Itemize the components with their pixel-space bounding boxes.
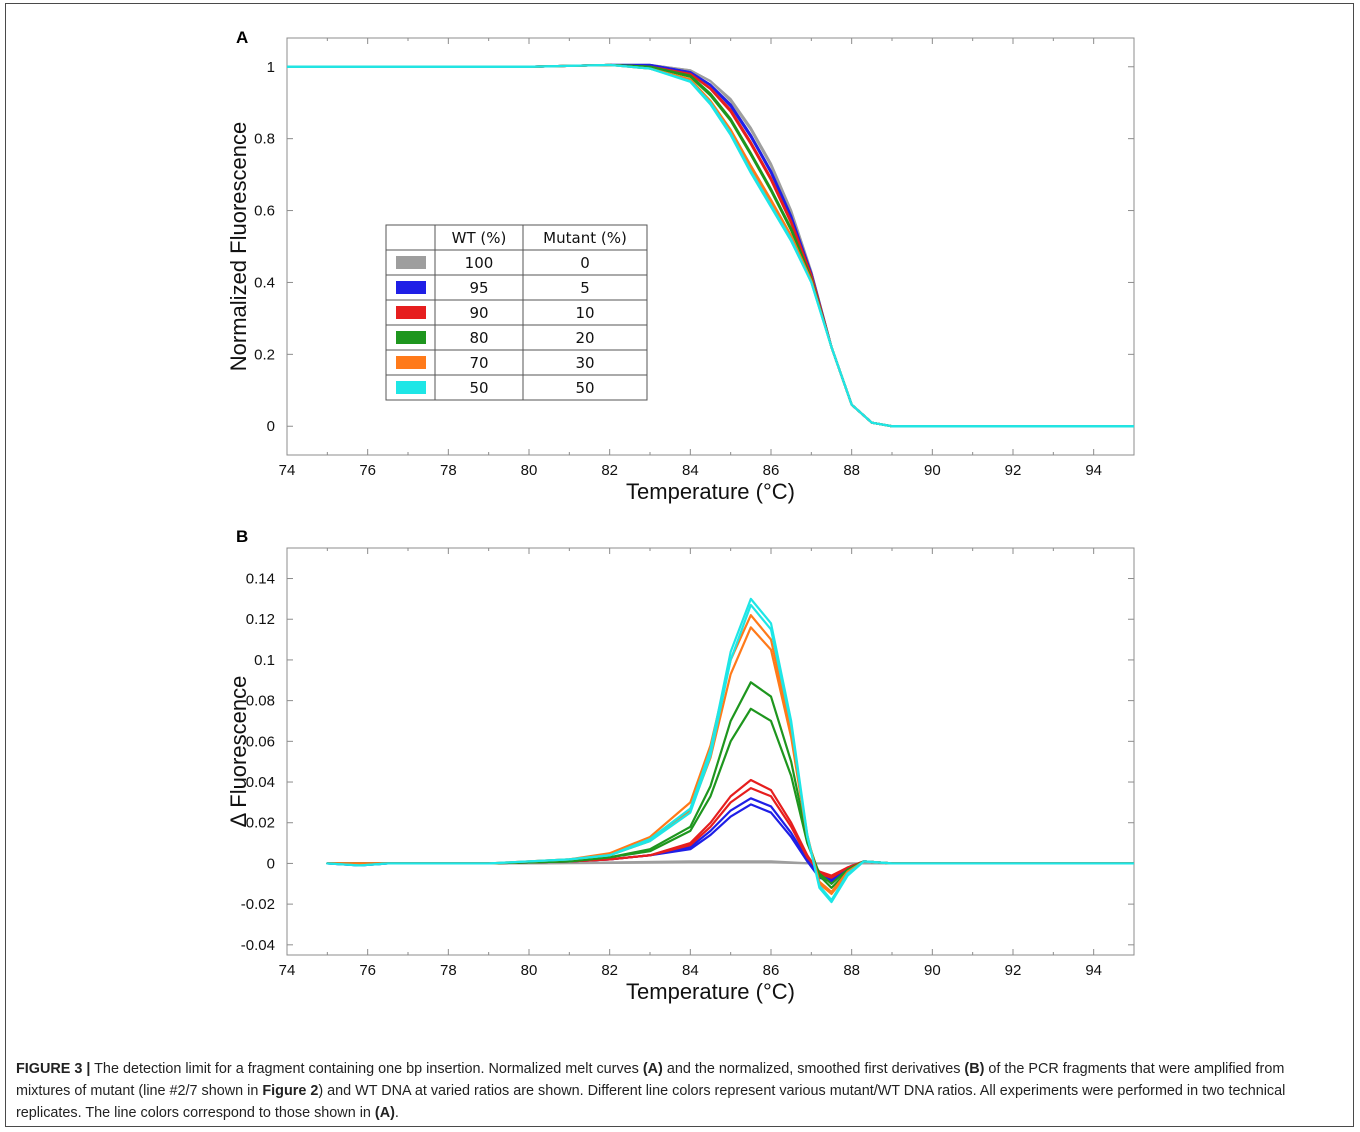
x-axis-title: Temperature (°C) bbox=[626, 479, 795, 504]
caption-label: FIGURE 3 | bbox=[16, 1061, 91, 1077]
series-line bbox=[326, 707, 1134, 885]
x-tick-label: 80 bbox=[521, 962, 538, 979]
caption-ref-b: (B) bbox=[964, 1061, 985, 1077]
x-tick-label: 92 bbox=[1005, 962, 1022, 979]
y-tick-label: 0.1 bbox=[254, 652, 275, 669]
legend-mutant-value: 50 bbox=[575, 379, 594, 397]
figure-caption: FIGURE 3 | The detection limit for a fra… bbox=[16, 1058, 1338, 1124]
y-tick-label: 0.4 bbox=[254, 274, 275, 291]
legend-wt-value: 90 bbox=[469, 304, 488, 322]
legend-wt-value: 50 bbox=[469, 379, 488, 397]
legend-swatch bbox=[396, 381, 426, 394]
series-line bbox=[326, 603, 1134, 902]
y-tick-label: 0.6 bbox=[254, 203, 275, 220]
caption-text-2: and the normalized, smoothed first deriv… bbox=[662, 1061, 965, 1077]
panel-b-chart: B 74 76 78 80 82 84 86 88 90 92 94 -0.04 -0.02 0 0.02 0.… bbox=[226, 527, 1135, 1004]
x-tick-label: 78 bbox=[440, 962, 457, 979]
series-line bbox=[326, 681, 1134, 889]
legend-wt-value: 80 bbox=[469, 329, 488, 347]
series-line bbox=[326, 626, 1134, 894]
y-axis-title: Normalized Fluorescence bbox=[226, 122, 251, 371]
legend-mutant-value: 5 bbox=[580, 279, 590, 297]
x-tick-label: 88 bbox=[843, 962, 860, 979]
y-tick-label: 0 bbox=[267, 418, 275, 435]
x-tick-label: 90 bbox=[924, 462, 941, 479]
x-tick-label: 80 bbox=[521, 462, 538, 479]
x-tick-label: 82 bbox=[601, 462, 618, 479]
figure-frame bbox=[5, 3, 1354, 1127]
panel-a-chart: A 74 76 78 80 82 84 86 88 90 92 94 0 0.2 0.4 0.6 0.8 1 Tem… bbox=[226, 28, 1135, 504]
legend-table: WT (%) Mutant (%) 100 0 95 5 90 10 80 20 70 30 50 50 bbox=[385, 224, 648, 401]
x-tick-label: 76 bbox=[359, 462, 376, 479]
y-tick-label: 0 bbox=[267, 855, 275, 872]
caption-text-4: ) and WT DNA at varied ratios are shown.… bbox=[16, 1083, 1286, 1121]
caption-figure-ref: Figure 2 bbox=[262, 1083, 319, 1099]
x-tick-label: 84 bbox=[682, 462, 699, 479]
legend-swatch bbox=[396, 281, 426, 294]
legend-swatch bbox=[396, 306, 426, 319]
plot-frame bbox=[286, 547, 1135, 956]
legend-mutant-value: 0 bbox=[580, 254, 590, 272]
y-tick-label: 0.08 bbox=[246, 693, 275, 710]
series-line bbox=[326, 803, 1134, 883]
legend-swatch bbox=[396, 356, 426, 369]
series-line bbox=[326, 797, 1134, 881]
caption-text-3: of the PCR fragments that were amplified… bbox=[16, 1061, 1285, 1099]
legend-wt-value: 95 bbox=[469, 279, 488, 297]
y-tick-label: 0.02 bbox=[246, 815, 275, 832]
series-line bbox=[326, 597, 1134, 904]
y-tick-label: 0.04 bbox=[246, 774, 275, 791]
y-tick-label: -0.04 bbox=[241, 937, 275, 954]
series-group bbox=[287, 63, 1134, 428]
x-tick-label: 86 bbox=[763, 962, 780, 979]
series-line bbox=[326, 787, 1134, 877]
series-group bbox=[326, 597, 1134, 904]
panel-letter: B bbox=[236, 527, 248, 546]
x-tick-label: 90 bbox=[924, 962, 941, 979]
legend-mutant-value: 10 bbox=[575, 304, 594, 322]
x-tick-label: 84 bbox=[682, 962, 699, 979]
caption-ref-a-2: (A) bbox=[374, 1105, 395, 1121]
y-tick-label: 0.06 bbox=[246, 733, 275, 750]
x-tick-label: 94 bbox=[1085, 962, 1102, 979]
x-tick-label: 74 bbox=[279, 962, 296, 979]
panel-letter: A bbox=[236, 28, 248, 47]
figure-charts: A 74 76 78 80 82 84 86 88 90 92 94 0 0.2 0.4 0.6 0.8 1 Tem… bbox=[226, 28, 1135, 1004]
legend-mutant-value: 30 bbox=[575, 354, 594, 372]
series-line bbox=[287, 63, 1134, 428]
caption-ref-a: (A) bbox=[642, 1061, 663, 1077]
y-tick-label: 1 bbox=[267, 59, 275, 76]
legend-table-frame bbox=[385, 224, 648, 401]
x-tick-label: 78 bbox=[440, 462, 457, 479]
caption-text-1: The detection limit for a fragment conta… bbox=[90, 1061, 643, 1077]
x-axis-title: Temperature (°C) bbox=[626, 979, 795, 1004]
legend-mutant-value: 20 bbox=[575, 329, 594, 347]
legend-wt-value: 70 bbox=[469, 354, 488, 372]
y-tick-label: 0.14 bbox=[246, 571, 275, 588]
legend-wt-value: 100 bbox=[465, 254, 494, 272]
plot-frame bbox=[286, 37, 1135, 456]
y-tick-label: 0.2 bbox=[254, 346, 275, 363]
x-tick-label: 86 bbox=[763, 462, 780, 479]
y-tick-label: -0.02 bbox=[241, 896, 275, 913]
x-tick-label: 76 bbox=[359, 962, 376, 979]
x-tick-label: 94 bbox=[1085, 462, 1102, 479]
x-tick-label: 74 bbox=[279, 462, 296, 479]
legend-swatch bbox=[396, 331, 426, 344]
y-tick-label: 0.8 bbox=[254, 131, 275, 148]
x-tick-label: 82 bbox=[601, 962, 618, 979]
y-axis-title: Δ Fluorescence bbox=[226, 676, 251, 828]
y-tick-label: 0.12 bbox=[246, 611, 275, 628]
legend-header: Mutant (%) bbox=[543, 229, 627, 247]
legend-swatch bbox=[396, 256, 426, 269]
x-tick-label: 88 bbox=[843, 462, 860, 479]
legend-header: WT (%) bbox=[452, 229, 507, 247]
x-tick-label: 92 bbox=[1005, 462, 1022, 479]
caption-text-5: . bbox=[394, 1105, 399, 1121]
